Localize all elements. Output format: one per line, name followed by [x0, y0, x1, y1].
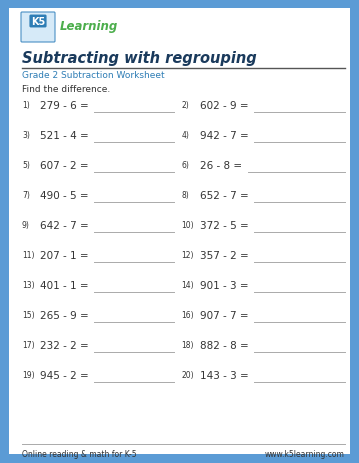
Text: 652 - 7 =: 652 - 7 =	[200, 191, 248, 201]
Text: 901 - 3 =: 901 - 3 =	[200, 281, 248, 291]
Text: 5): 5)	[22, 161, 30, 170]
Text: 16): 16)	[182, 311, 194, 320]
Text: 19): 19)	[22, 371, 34, 380]
Text: 602 - 9 =: 602 - 9 =	[200, 101, 248, 111]
Text: 265 - 9 =: 265 - 9 =	[40, 311, 89, 321]
Text: Online reading & math for K-5: Online reading & math for K-5	[22, 449, 137, 458]
Text: 11): 11)	[22, 251, 34, 260]
Text: Find the difference.: Find the difference.	[22, 85, 110, 94]
FancyBboxPatch shape	[21, 13, 55, 43]
Text: 279 - 6 =: 279 - 6 =	[40, 101, 89, 111]
Text: 17): 17)	[22, 341, 34, 350]
Text: 607 - 2 =: 607 - 2 =	[40, 161, 89, 171]
Text: 143 - 3 =: 143 - 3 =	[200, 371, 248, 381]
Text: 20): 20)	[182, 371, 194, 380]
Text: 490 - 5 =: 490 - 5 =	[40, 191, 89, 201]
Text: 7): 7)	[22, 191, 30, 200]
Text: 1): 1)	[22, 101, 30, 110]
Text: 207 - 1 =: 207 - 1 =	[40, 251, 89, 261]
Text: 8): 8)	[182, 191, 189, 200]
Text: 907 - 7 =: 907 - 7 =	[200, 311, 248, 321]
Text: 18): 18)	[182, 341, 194, 350]
Text: 401 - 1 =: 401 - 1 =	[40, 281, 89, 291]
Text: 642 - 7 =: 642 - 7 =	[40, 221, 89, 231]
Text: 13): 13)	[22, 281, 34, 290]
Text: 521 - 4 =: 521 - 4 =	[40, 131, 89, 141]
Text: Grade 2 Subtraction Worksheet: Grade 2 Subtraction Worksheet	[22, 71, 165, 80]
Text: www.k5learning.com: www.k5learning.com	[265, 449, 345, 458]
Text: 3): 3)	[22, 131, 30, 140]
Text: 12): 12)	[182, 251, 194, 260]
Text: 945 - 2 =: 945 - 2 =	[40, 371, 89, 381]
Text: 882 - 8 =: 882 - 8 =	[200, 341, 248, 351]
Text: 14): 14)	[182, 281, 194, 290]
FancyBboxPatch shape	[9, 9, 350, 454]
Text: 372 - 5 =: 372 - 5 =	[200, 221, 248, 231]
Text: 232 - 2 =: 232 - 2 =	[40, 341, 89, 351]
Text: 9): 9)	[22, 221, 30, 230]
Text: 4): 4)	[182, 131, 190, 140]
Text: 15): 15)	[22, 311, 34, 320]
Text: K5: K5	[31, 17, 45, 27]
Text: 10): 10)	[182, 221, 194, 230]
Text: 357 - 2 =: 357 - 2 =	[200, 251, 248, 261]
Text: Subtracting with regrouping: Subtracting with regrouping	[22, 51, 257, 66]
Text: 2): 2)	[182, 101, 189, 110]
Text: 6): 6)	[182, 161, 190, 170]
Text: 26 - 8 =: 26 - 8 =	[200, 161, 242, 171]
Text: 942 - 7 =: 942 - 7 =	[200, 131, 248, 141]
Text: Learning: Learning	[60, 20, 118, 33]
